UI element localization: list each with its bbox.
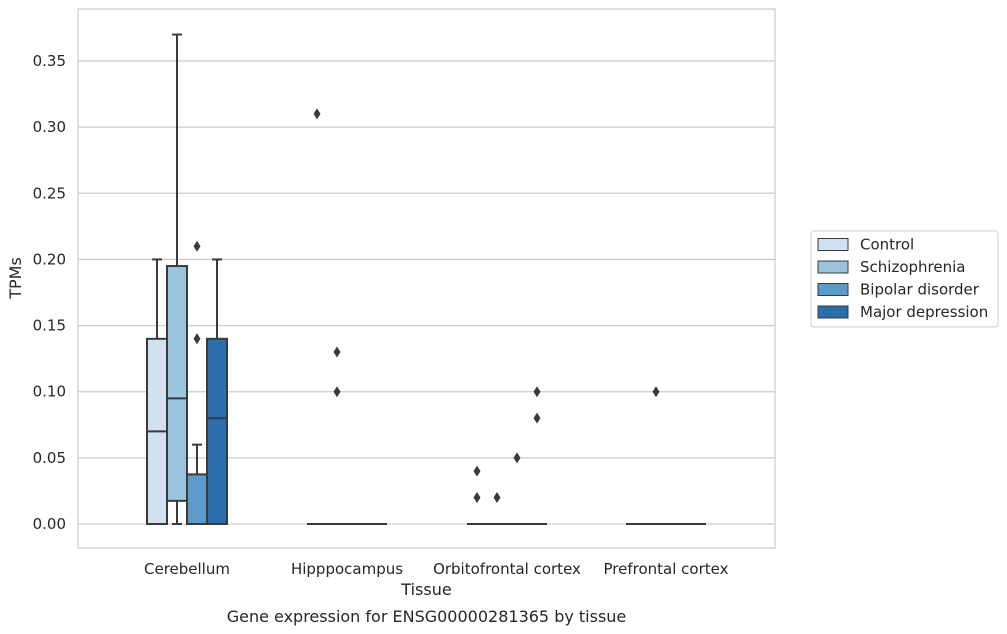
y-tick-label: 0.05 xyxy=(33,449,66,467)
x-tick-labels: Cerebellum Hipppocampus Orbitofrontal cort… xyxy=(144,560,729,578)
legend-swatch xyxy=(817,283,849,296)
x-tick-label: Hipppocampus xyxy=(291,560,403,578)
box-schizophrenia xyxy=(487,492,507,525)
y-tick-label: 0.25 xyxy=(33,184,66,202)
legend-swatch xyxy=(817,238,849,251)
legend-frame xyxy=(810,230,999,328)
legend-label: Schizophrenia xyxy=(860,258,965,276)
y-tick-label: 0.00 xyxy=(33,515,66,533)
y-tick-label: 0.20 xyxy=(33,250,66,268)
y-axis-title: TPMs xyxy=(6,257,25,300)
box-control xyxy=(146,258,168,525)
outlier-point xyxy=(473,492,481,504)
y-tick-label: 0.10 xyxy=(33,383,66,401)
x-tick-label: Prefrontal cortex xyxy=(604,560,729,578)
box-body xyxy=(186,473,208,525)
box-body xyxy=(206,337,228,525)
box-control xyxy=(467,465,487,525)
box-schizophrenia xyxy=(166,33,188,525)
outlier-point xyxy=(513,452,521,464)
box-series xyxy=(146,33,706,525)
box-schizophrenia xyxy=(646,386,666,525)
outlier-point xyxy=(193,240,201,252)
y-tick-label: 0.15 xyxy=(33,317,66,335)
outlier-point xyxy=(333,346,341,358)
x-tick-label: Cerebellum xyxy=(144,560,230,578)
outlier-point xyxy=(473,465,481,477)
box-major-depression xyxy=(206,258,228,525)
legend-swatch xyxy=(817,305,849,319)
legend-label: Major depression xyxy=(860,303,988,321)
legend-swatch xyxy=(817,260,849,274)
box-major-depression xyxy=(527,386,547,525)
y-tick-labels: 0.00 0.05 0.10 0.15 0.20 0.25 0.30 0.35 xyxy=(33,52,66,533)
box-body xyxy=(166,265,188,502)
box-bipolar-disorder xyxy=(507,452,527,525)
box-control xyxy=(307,108,327,525)
legend-label: Control xyxy=(860,236,914,254)
box-schizophrenia xyxy=(327,346,347,525)
outlier-point xyxy=(193,333,201,345)
outlier-point xyxy=(652,386,660,398)
outlier-point xyxy=(313,108,321,120)
outlier-point xyxy=(333,386,341,398)
outlier-point xyxy=(493,492,501,504)
plot-area-frame xyxy=(77,8,776,549)
legend: Control Schizophrenia Bipolar disorder Majo… xyxy=(810,230,999,328)
outlier-point xyxy=(533,386,541,398)
legend-label: Bipolar disorder xyxy=(860,281,980,299)
outlier-point xyxy=(533,412,541,424)
y-tick-label: 0.35 xyxy=(33,52,66,70)
y-tick-label: 0.30 xyxy=(33,118,66,136)
x-axis-title: Tissue xyxy=(400,580,451,599)
x-tick-label: Orbitofrontal cortex xyxy=(433,560,581,578)
chart-caption: Gene expression for ENSG00000281365 by t… xyxy=(227,607,627,626)
